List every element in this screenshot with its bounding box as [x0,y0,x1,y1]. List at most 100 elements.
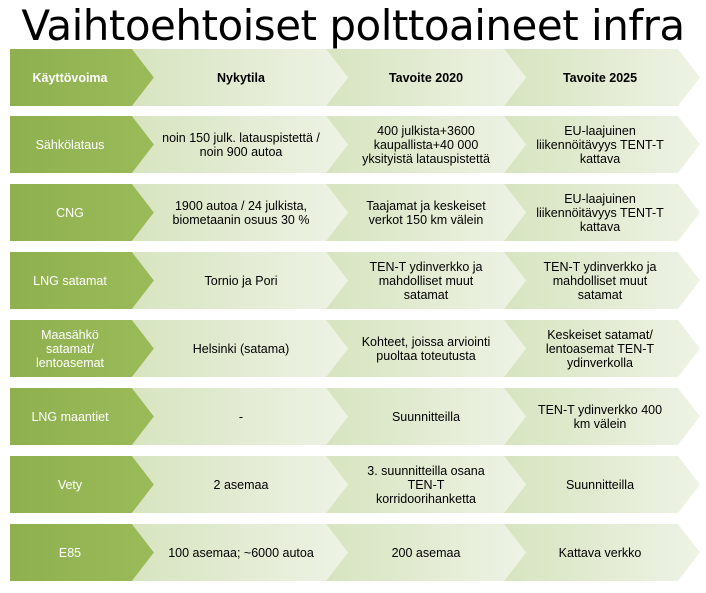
table-row: E85 100 asemaa; ~6000 autoa 200 asemaa Katt… [0,524,706,581]
header-column-chevron-text: Tavoite 2025 [562,70,638,85]
table-cell-chevron: Suunnitteilla [326,388,526,445]
table-cell-chevron-text: 200 asemaa [391,545,461,560]
table-cell-chevron-text: TEN-T ydinverkko 400 km välein [537,402,663,431]
table-cell-chevron-text: EU-laajuinen liikennöitävyys TENT-T katt… [536,123,664,166]
chevron-shape [10,184,154,241]
row-label-chevron: Sähkölataus [10,116,154,173]
table-cell-chevron-text: Tornio ja Pori [204,273,278,288]
chevron-shape [132,184,348,241]
header-column-chevron-text: Nykytila [217,70,265,85]
table-cell-chevron-text: noin 150 julk. latauspistettä / noin 900… [162,130,320,159]
chevron-shape [504,49,700,106]
chevron-shape [326,320,526,377]
table-cell-chevron-text: Kohteet, joissa arviointi puoltaa toteut… [361,334,491,363]
chevron-shape [132,116,348,173]
table-cell-chevron-text: 3. suunnitteilla osana TEN-T korridoorih… [367,463,485,506]
chevron-shape [504,252,700,309]
table-cell-chevron-text: Suunnitteilla [391,409,461,424]
table-cell-chevron-text: Helsinki (satama) [192,341,290,356]
table-cell-chevron-text: Suunnitteilla [565,477,635,492]
row-label-chevron: CNG [10,184,154,241]
table-cell-chevron-text: 1900 autoa / 24 julkista, biometaanin os… [172,198,310,227]
table-cell-chevron: TEN-T ydinverkko ja mahdolliset muut sat… [326,252,526,309]
chevron-shape [326,116,526,173]
chevron-shape [132,388,348,445]
table-row: Vety 2 asemaa 3. suunnitteilla osana TEN-T… [0,456,706,513]
chevron-shape [326,252,526,309]
page-title: Vaihtoehtoiset polttoaineet infra [21,1,685,50]
table-cell-chevron: - [132,388,348,445]
chevron-shape [10,320,154,377]
table-cell-chevron: Kattava verkko [504,524,700,581]
table-cell-chevron-text: 100 asemaa; ~6000 autoa [168,545,314,560]
row-label-chevron: LNG maantiet [10,388,154,445]
chevron-shape [132,524,348,581]
chevron-shape [10,252,154,309]
row-label-chevron-text: Sähkölataus [35,137,105,152]
chevron-shape [10,456,154,513]
chevron-shape [10,388,154,445]
chevron-shape [326,524,526,581]
header-label-chevron: Käyttövoima [10,49,154,106]
row-label-chevron: E85 [10,524,154,581]
table-cell-chevron: EU-laajuinen liikennöitävyys TENT-T katt… [504,116,700,173]
row-label-chevron: Vety [10,456,154,513]
chevron-shape [10,116,154,173]
chevron-shape [132,456,348,513]
chevron-shape [504,184,700,241]
table-cell-chevron: Tornio ja Pori [132,252,348,309]
table-cell-chevron-text: TEN-T ydinverkko ja mahdolliset muut sat… [369,259,483,302]
table-cell-chevron-text: Kattava verkko [558,545,642,560]
table-cell-chevron-text: EU-laajuinen liikennöitävyys TENT-T katt… [536,191,664,234]
table-cell-chevron: TEN-T ydinverkko ja mahdolliset muut sat… [504,252,700,309]
chevron-shape [504,456,700,513]
row-label-chevron-text: Vety [57,477,83,492]
table-cell-chevron: 3. suunnitteilla osana TEN-T korridoorih… [326,456,526,513]
row-label-chevron-text: LNG maantiet [31,409,109,424]
chevron-shape [10,49,154,106]
row-label-chevron-text: CNG [56,205,84,220]
header-column-chevron: Nykytila [132,49,348,106]
table-cell-chevron: Taajamat ja keskeiset verkot 150 km väle… [326,184,526,241]
chevron-shape [326,456,526,513]
chevron-shape [132,320,348,377]
chevron-shape [132,49,348,106]
header-column-chevron: Tavoite 2020 [326,49,526,106]
table-row: Sähkölataus noin 150 julk. latauspistettä… [0,116,706,173]
row-label-chevron-text: E85 [58,545,82,560]
table-cell-chevron: 1900 autoa / 24 julkista, biometaanin os… [132,184,348,241]
row-label-chevron-text: LNG satamat [33,273,107,288]
table-row: CNG 1900 autoa / 24 julkista, biometaanin… [0,184,706,241]
table-cell-chevron: 400 julkista+3600 kaupallista+40 000 yks… [326,116,526,173]
chevron-shape [504,320,700,377]
chevron-shape [132,252,348,309]
table-cell-chevron-text: TEN-T ydinverkko ja mahdolliset muut sat… [543,259,657,302]
table-cell-chevron-text: Taajamat ja keskeiset verkot 150 km väle… [366,198,486,227]
table-cell-chevron: Keskeiset satamat/ lentoasemat TEN-T ydi… [504,320,700,377]
chevron-shape [504,116,700,173]
row-label-chevron: LNG satamat [10,252,154,309]
chevron-shape [504,388,700,445]
table-row: LNG satamat Tornio ja Pori TEN-T ydinverkk… [0,252,706,309]
header-label-chevron-text: Käyttövoima [32,70,108,85]
row-label-chevron-text: Maasähkö satamat/ lentoasemat [35,327,105,370]
chevron-shape [326,388,526,445]
table-cell-chevron-text: 400 julkista+3600 kaupallista+40 000 yks… [362,123,490,166]
table-cell-chevron-text: - [238,409,244,424]
table-cell-chevron: 2 asemaa [132,456,348,513]
table-row: Maasähkö satamat/ lentoasemat Helsinki (s… [0,320,706,377]
table-cell-chevron: EU-laajuinen liikennöitävyys TENT-T katt… [504,184,700,241]
row-label-chevron: Maasähkö satamat/ lentoasemat [10,320,154,377]
chevron-shape [504,524,700,581]
header-column-chevron-text: Tavoite 2020 [388,70,464,85]
table-cell-chevron: noin 150 julk. latauspistettä / noin 900… [132,116,348,173]
chevron-shape [326,184,526,241]
table-row: LNG maantiet - Suunnitteilla TEN-T ydinverk… [0,388,706,445]
table-cell-chevron: 200 asemaa [326,524,526,581]
table-cell-chevron: TEN-T ydinverkko 400 km välein [504,388,700,445]
table-cell-chevron-text: 2 asemaa [213,477,269,492]
header-row: Käyttövoima Nykytila Tavoite 2020 Tavoite 2… [0,49,706,106]
table-cell-chevron: Helsinki (satama) [132,320,348,377]
chevron-shape [10,524,154,581]
